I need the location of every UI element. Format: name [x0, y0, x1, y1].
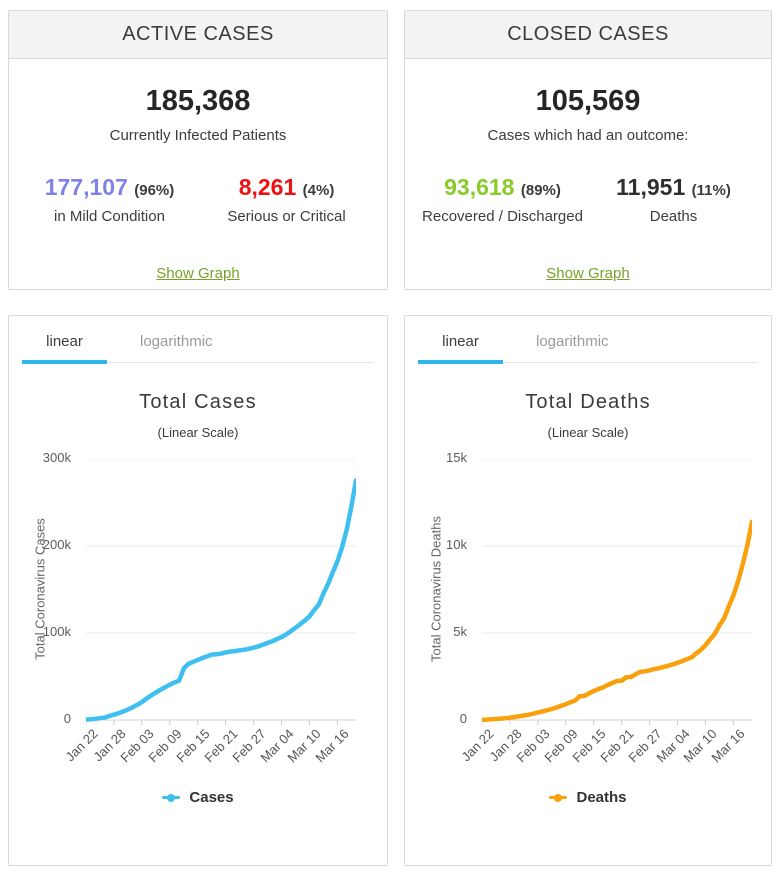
serious-critical-value: 8,261: [238, 174, 297, 200]
mild-condition-label: in Mild Condition: [54, 208, 165, 225]
cases-legend-item[interactable]: Cases: [9, 789, 387, 806]
recovered-count: 93,618 (89%): [417, 174, 588, 201]
y-tick-label: 300k: [42, 450, 71, 465]
deaths-percent: (11%): [691, 182, 731, 199]
closed-show-graph-row: Show Graph: [417, 265, 759, 283]
closed-breakdown: 93,618 (89%) Recovered / Discharged 11,9…: [417, 174, 759, 225]
cases-chart-subtitle: (Linear Scale): [157, 425, 239, 440]
serious-critical-percent: (4%): [302, 182, 335, 199]
deaths-legend-label: Deaths: [576, 789, 627, 806]
deaths-legend-item[interactable]: Deaths: [405, 789, 771, 806]
cases-plot-area[interactable]: [83, 458, 359, 726]
deaths-count: 11,951 (11%): [588, 174, 759, 201]
active-cases-title: ACTIVE CASES: [122, 23, 274, 45]
closed-cases-label: Cases which had an outcome:: [487, 127, 689, 144]
active-cases-body: 185,368 Currently Infected Patients 177,…: [9, 59, 387, 299]
active-breakdown: 177,107 (96%) in Mild Condition 8,261 (4…: [21, 174, 375, 225]
active-show-graph-row: Show Graph: [21, 265, 375, 283]
recovered-percent: (89%): [520, 182, 561, 199]
currently-infected-count: 185,368: [145, 85, 251, 117]
closed-show-graph-link[interactable]: Show Graph: [546, 265, 630, 282]
cases-scale-tabs: linear logarithmic: [22, 316, 374, 364]
cases-series-line: [83, 478, 359, 722]
y-tick-label: 100k: [42, 624, 71, 639]
recovered-stat: 93,618 (89%) Recovered / Discharged: [417, 174, 588, 225]
y-tick-label: 10k: [446, 537, 467, 552]
y-tick-label: 15k: [446, 450, 467, 465]
total-deaths-chart-card: linear logarithmic Total Deaths (Linear …: [404, 315, 772, 866]
deaths-stat: 11,951 (11%) Deaths: [588, 174, 759, 225]
y-tick-label: 5k: [453, 624, 467, 639]
active-show-graph-link[interactable]: Show Graph: [156, 265, 240, 282]
deaths-x-axis-labels: Jan 22 Jan 28 Feb 03 Feb 09 Feb 15 Feb 21 Feb …: [405, 726, 771, 788]
cases-chart-title: Total Cases: [139, 391, 257, 413]
deaths-value: 11,951: [616, 174, 686, 200]
tab-logarithmic[interactable]: logarithmic: [140, 333, 213, 350]
deaths-chart-svg: [479, 458, 755, 725]
serious-critical-count: 8,261 (4%): [198, 174, 375, 201]
deaths-plot-area[interactable]: [479, 458, 755, 726]
recovered-value: 93,618: [444, 174, 515, 200]
cases-x-axis-labels: Jan 22 Jan 28 Feb 03 Feb 09 Feb 15 Feb 21 Feb …: [9, 726, 387, 788]
recovered-label: Recovered / Discharged: [422, 208, 583, 225]
mild-condition-stat: 177,107 (96%) in Mild Condition: [21, 174, 198, 225]
tab-linear[interactable]: linear: [418, 333, 503, 364]
active-cases-header: ACTIVE CASES: [9, 11, 387, 59]
deaths-legend-marker-icon: [549, 793, 568, 802]
deaths-scale-tabs: linear logarithmic: [418, 316, 758, 364]
cases-legend-marker-icon: [162, 793, 181, 802]
y-tick-label: 0: [63, 711, 71, 726]
currently-infected-label: Currently Infected Patients: [109, 127, 287, 144]
total-cases-chart-card: linear logarithmic Total Cases (Linear S…: [8, 315, 388, 866]
deaths-series-line: [479, 519, 755, 722]
mild-condition-count: 177,107 (96%): [21, 174, 198, 201]
deaths-label: Deaths: [649, 208, 698, 225]
cases-chart-body: Total Cases (Linear Scale) Total Coronav…: [9, 363, 387, 860]
serious-critical-label: Serious or Critical: [227, 208, 346, 225]
mild-condition-value: 177,107: [44, 174, 128, 200]
deaths-chart-body: Total Deaths (Linear Scale) Total Corona…: [405, 363, 771, 860]
y-tick-label: 200k: [42, 537, 71, 552]
cases-legend-label: Cases: [189, 789, 234, 806]
active-cases-card: ACTIVE CASES 185,368 Currently Infected …: [8, 10, 388, 290]
closed-cases-card: CLOSED CASES 105,569 Cases which had an …: [404, 10, 772, 290]
mild-condition-percent: (96%): [134, 182, 175, 199]
closed-cases-body: 105,569 Cases which had an outcome: 93,6…: [405, 59, 771, 299]
serious-critical-stat: 8,261 (4%) Serious or Critical: [198, 174, 375, 225]
deaths-chart-title: Total Deaths: [525, 391, 651, 413]
closed-cases-header: CLOSED CASES: [405, 11, 771, 59]
tab-linear[interactable]: linear: [22, 333, 107, 364]
deaths-chart-subtitle: (Linear Scale): [547, 425, 629, 440]
y-tick-label: 0: [459, 711, 467, 726]
tab-logarithmic[interactable]: logarithmic: [536, 333, 609, 350]
cases-chart-svg: [83, 458, 359, 725]
closed-cases-title: CLOSED CASES: [507, 23, 669, 45]
closed-cases-count: 105,569: [535, 85, 641, 117]
